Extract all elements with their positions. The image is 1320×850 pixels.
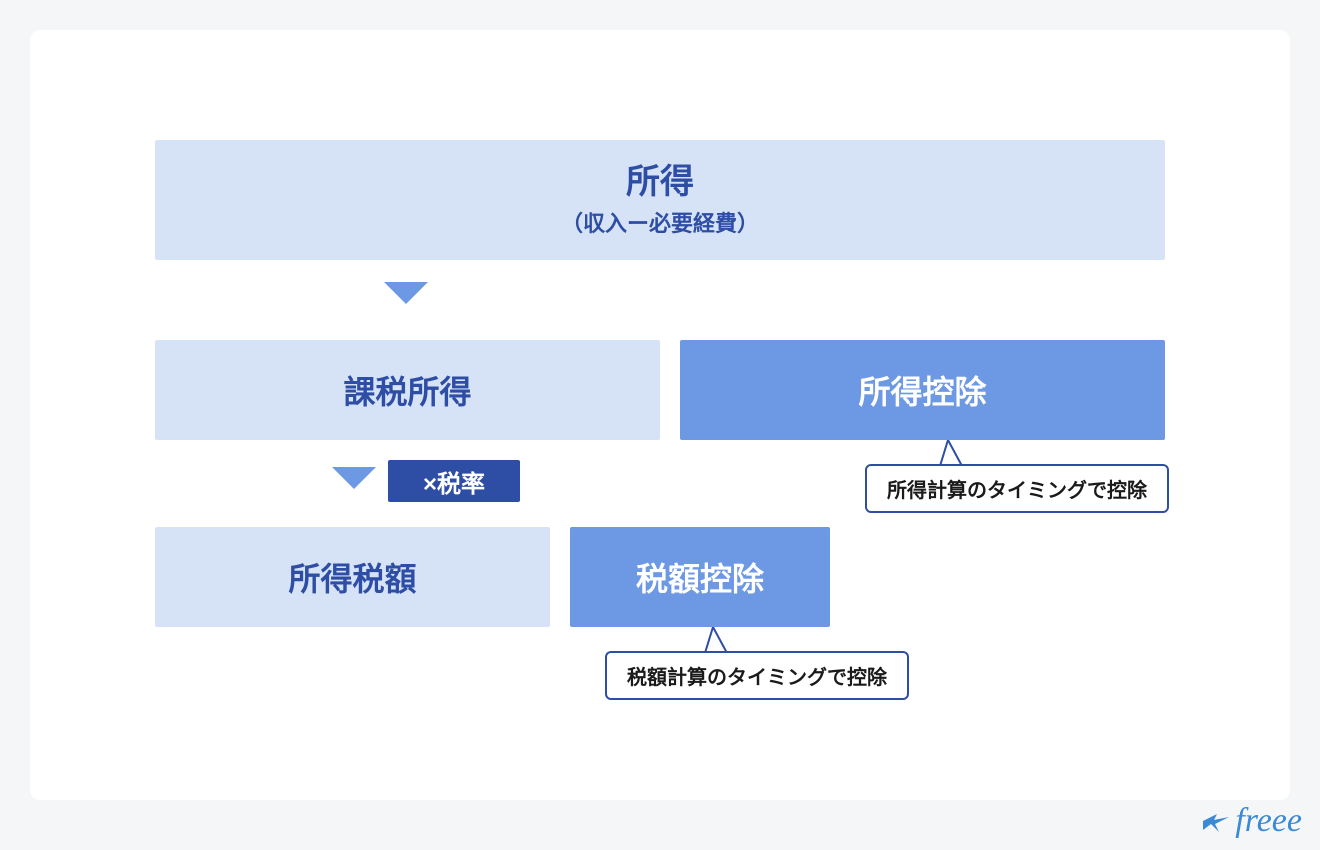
- box-income-tax: 所得税額: [155, 527, 550, 627]
- taxable-income-title: 課税所得: [343, 367, 471, 413]
- box-taxable-income: 課税所得: [155, 340, 660, 440]
- swallow-icon: [1201, 808, 1231, 834]
- tax-deduction-title: 税額控除: [636, 554, 764, 600]
- label-tax-rate: ×税率: [388, 460, 520, 502]
- callout-tax-text: 税額計算のタイミングで控除: [627, 667, 887, 689]
- logo-text: freee: [1235, 802, 1302, 840]
- arrow-down-1: [384, 282, 428, 304]
- box-tax-deduction: 税額控除: [570, 527, 830, 627]
- arrow-down-2: [332, 467, 376, 489]
- income-tax-title: 所得税額: [288, 554, 416, 600]
- income-deduction-title: 所得控除: [858, 367, 986, 413]
- diagram-card: 所得 （収入ー必要経費） 課税所得 所得控除 所得計算のタイミングで控除 ×税率…: [30, 30, 1290, 800]
- box-income: 所得 （収入ー必要経費）: [155, 140, 1165, 260]
- income-subtitle: （収入ー必要経費）: [561, 206, 759, 238]
- callout-tax-deduction: 税額計算のタイミングで控除: [605, 651, 909, 700]
- callout-income-deduction: 所得計算のタイミングで控除: [865, 464, 1169, 513]
- box-income-deduction: 所得控除: [680, 340, 1165, 440]
- callout-income-text: 所得計算のタイミングで控除: [887, 480, 1147, 502]
- income-title: 所得: [626, 162, 694, 203]
- brand-logo: freee: [1201, 802, 1302, 840]
- tax-rate-text: ×税率: [423, 464, 485, 499]
